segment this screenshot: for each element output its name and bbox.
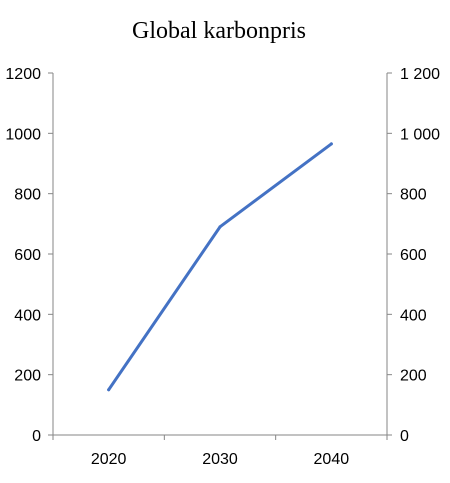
right-y-tick-label: 1 000 — [400, 126, 440, 143]
x-axis-ticks: 2020 2030 2040 — [52, 435, 388, 468]
x-tick-label: 2020 — [91, 451, 127, 468]
x-tick-label: 2030 — [202, 451, 238, 468]
series-layer — [107, 142, 333, 392]
series-line — [107, 142, 333, 392]
left-y-tick-label: 1000 — [5, 126, 41, 143]
chart-title: Global karbonpris — [132, 18, 306, 44]
left-y-axis-ticks: 0 200 400 600 800 1000 1200 — [5, 66, 53, 445]
right-y-tick-label: 0 — [400, 428, 409, 445]
right-y-tick-label: 1 200 — [400, 66, 440, 83]
left-y-tick-label: 400 — [14, 307, 41, 324]
right-y-tick-label: 600 — [400, 247, 427, 264]
data-point — [107, 388, 111, 392]
left-y-tick-label: 200 — [14, 368, 41, 385]
right-y-axis-ticks: 0 200 400 600 800 1 000 1 200 — [387, 66, 440, 445]
left-y-tick-label: 600 — [14, 247, 41, 264]
axes — [52, 73, 388, 436]
data-point — [329, 142, 333, 146]
left-y-tick-label: 1200 — [5, 66, 41, 83]
x-tick-label: 2040 — [314, 451, 350, 468]
left-y-tick-label: 0 — [32, 428, 41, 445]
right-y-tick-label: 200 — [400, 368, 427, 385]
left-y-tick-label: 800 — [14, 187, 41, 204]
right-y-tick-label: 400 — [400, 307, 427, 324]
right-y-tick-label: 800 — [400, 187, 427, 204]
data-point — [218, 225, 222, 229]
